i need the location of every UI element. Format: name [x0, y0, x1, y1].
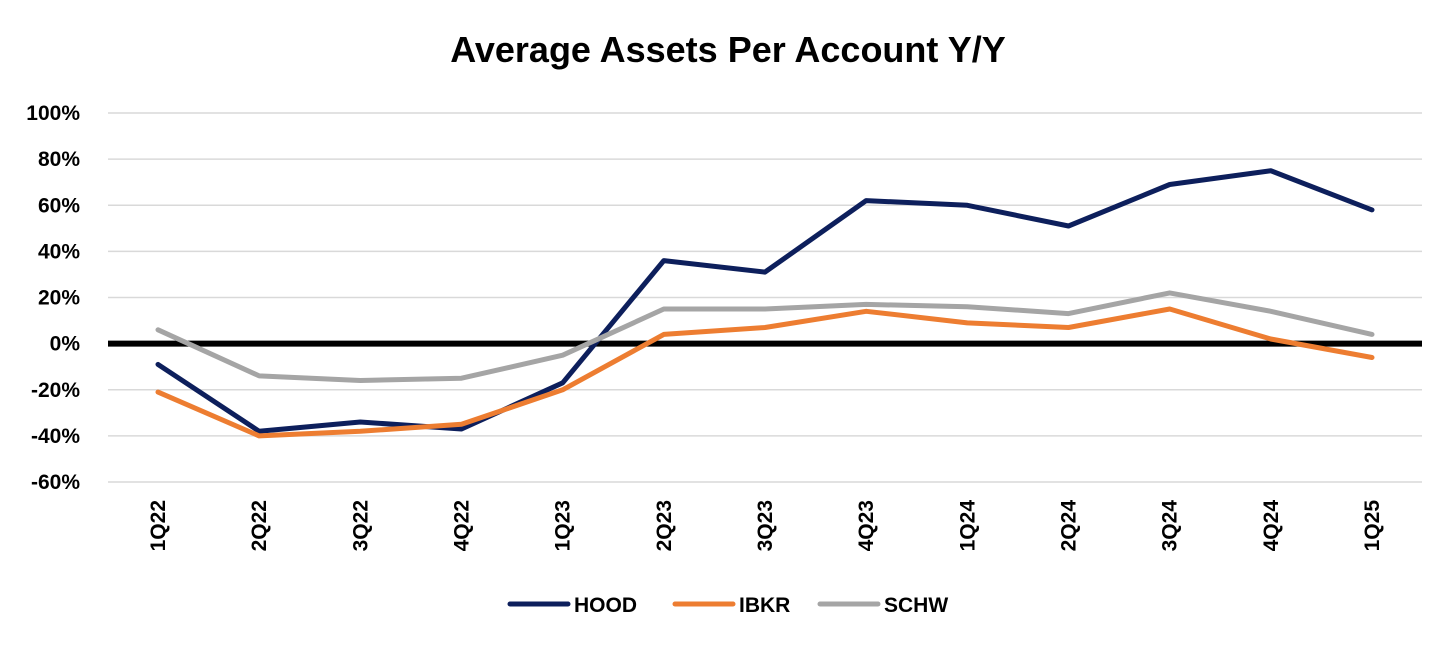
- y-tick-label: -60%: [31, 471, 80, 494]
- x-tick-label: 1Q25: [1361, 500, 1384, 552]
- y-tick-label: 100%: [26, 102, 80, 125]
- legend-label: SCHW: [884, 594, 948, 617]
- y-tick-label: 80%: [38, 148, 80, 171]
- series-line-hood: [155, 168, 1375, 434]
- y-tick-label: -40%: [31, 425, 80, 448]
- series-layer: [155, 168, 1375, 439]
- legend: HOOD IBKR SCHW: [507, 594, 948, 617]
- legend-item-ibkr: IBKR: [672, 594, 790, 617]
- chart-title: Average Assets Per Account Y/Y: [450, 29, 1006, 70]
- x-tick-label: 2Q22: [248, 500, 271, 551]
- x-tick-label: 1Q23: [552, 500, 575, 551]
- series-line-schw: [155, 290, 1375, 383]
- y-tick-label: 60%: [38, 194, 80, 217]
- x-tick-label: 3Q22: [349, 500, 372, 551]
- x-tick-label: 4Q23: [855, 500, 878, 551]
- legend-label: IBKR: [739, 594, 790, 617]
- x-tick-label: 1Q22: [147, 500, 170, 551]
- y-tick-label: 0%: [50, 333, 81, 356]
- x-tick-label: 2Q23: [653, 500, 676, 551]
- x-axis-ticks: 1Q22 2Q22 3Q22 4Q22 1Q23 2Q23 3Q23 4Q23 1Q24 2Q24…: [147, 500, 1384, 552]
- legend-item-hood: HOOD: [507, 594, 637, 617]
- legend-item-schw: SCHW: [817, 594, 948, 617]
- x-tick-label: 1Q24: [956, 500, 979, 552]
- x-tick-label: 3Q23: [754, 500, 777, 551]
- series-line-ibkr: [155, 306, 1375, 439]
- x-tick-label: 4Q24: [1260, 500, 1283, 552]
- y-tick-label: 20%: [38, 287, 80, 310]
- x-tick-label: 4Q22: [451, 500, 474, 551]
- y-axis-ticks: 100% 80% 60% 40% 20% 0% -20% -40% -60%: [26, 102, 80, 494]
- x-tick-label: 2Q24: [1058, 500, 1081, 552]
- legend-label: HOOD: [574, 594, 637, 617]
- gridlines: [108, 112, 1422, 483]
- x-tick-label: 3Q24: [1159, 500, 1182, 552]
- y-tick-label: -20%: [31, 379, 80, 402]
- y-tick-label: 40%: [38, 240, 80, 263]
